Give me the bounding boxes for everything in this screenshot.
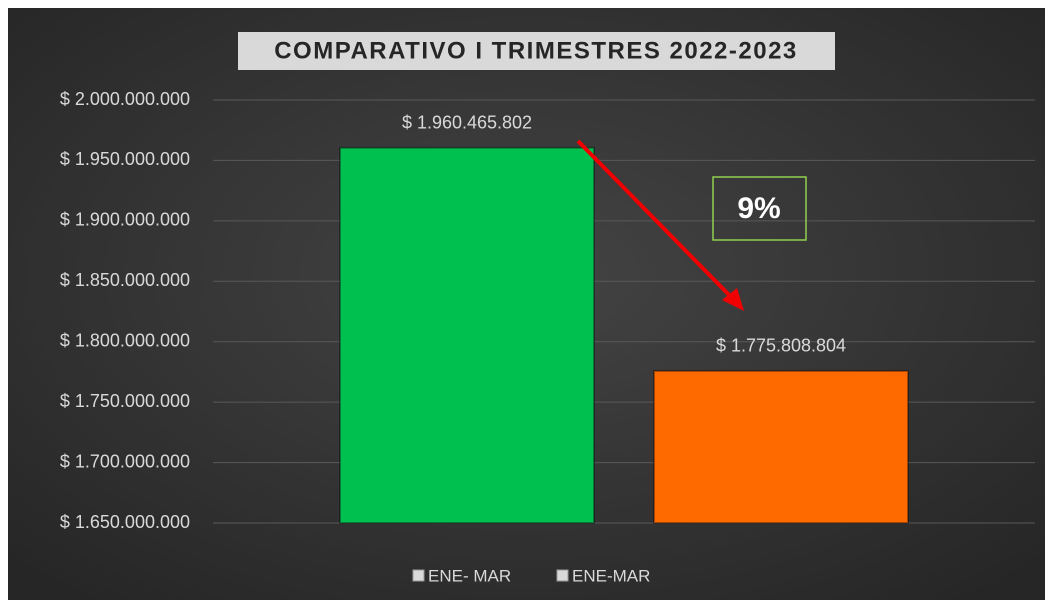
legend-label: ENE- MAR: [428, 566, 511, 585]
y-tick-label: $ 1.800.000.000: [60, 330, 190, 350]
y-tick-label: $ 2.000.000.000: [60, 89, 190, 109]
y-tick-label: $ 1.650.000.000: [60, 512, 190, 532]
legend-swatch: [556, 569, 569, 582]
title-box: [238, 32, 835, 70]
y-tick-label: $ 1.750.000.000: [60, 391, 190, 411]
bar: [339, 146, 595, 524]
y-tick-label: $ 1.850.000.000: [60, 270, 190, 290]
legend-label: ENE-MAR: [572, 566, 650, 585]
annotation: 9%: [737, 192, 780, 225]
legend-swatch: [412, 569, 425, 582]
arrow-line: [576, 139, 736, 302]
y-tick-label: $ 1.700.000.000: [60, 451, 190, 471]
value-label: $ 1.775.808.804: [716, 336, 846, 356]
arrow-head: [722, 288, 744, 311]
bar: [653, 369, 909, 524]
annotation-box: [712, 176, 807, 241]
y-tick-label: $ 1.950.000.000: [60, 149, 190, 169]
value-label: $ 1.960.465.802: [402, 113, 532, 133]
y-tick-label: $ 1.900.000.000: [60, 210, 190, 230]
chart-title: COMPARATIVO I TRIMESTRES 2022-2023: [274, 37, 798, 64]
